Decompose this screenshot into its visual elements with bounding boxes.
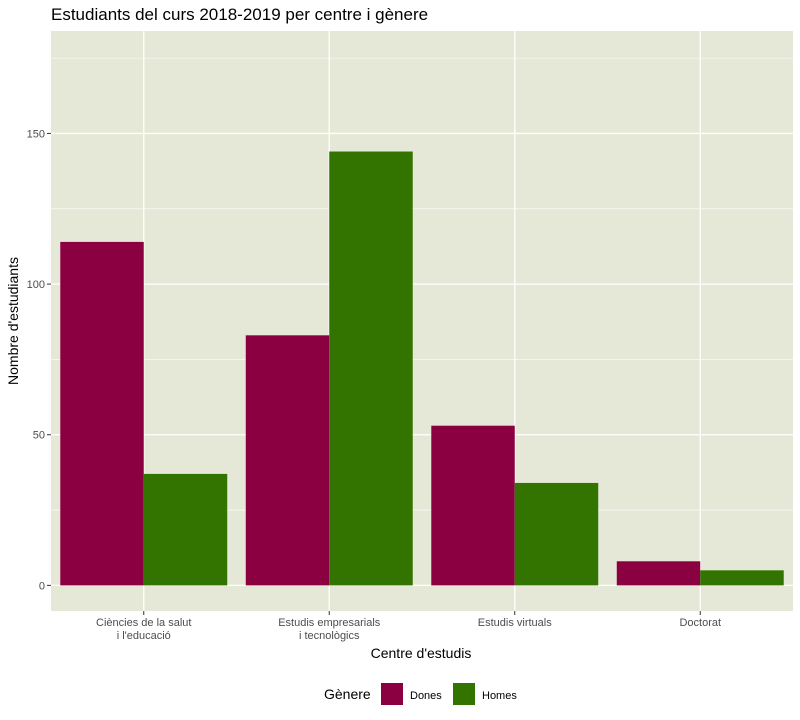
bar-dones-3 xyxy=(431,425,515,586)
x-tick-label: Estudis virtuals xyxy=(478,617,552,629)
legend: Gènere Dones Homes xyxy=(324,683,517,705)
x-tick-label: Ciències de la salut i l'educació xyxy=(96,617,191,642)
x-axis: Ciències de la salut i l'educació Estudis … xyxy=(96,611,721,642)
bar-homes-2 xyxy=(329,151,413,586)
x-tick-label: Estudis empresarials i tecnològics xyxy=(278,617,381,642)
bar-homes-1 xyxy=(143,473,228,586)
y-tick-label: 100 xyxy=(27,279,45,291)
y-axis: 0 50 100 150 xyxy=(27,128,51,592)
bar-homes-3 xyxy=(514,482,599,586)
bar-dones-2 xyxy=(245,335,330,586)
x-tick-label: Doctorat xyxy=(679,617,721,629)
chart-title: Estudiants del curs 2018-2019 per centre… xyxy=(51,5,428,24)
y-axis-title: Nombre d'estudiants xyxy=(5,257,21,385)
bars xyxy=(60,151,784,586)
legend-key-dones xyxy=(381,683,403,705)
legend-label-dones: Dones xyxy=(410,690,442,702)
legend-title: Gènere xyxy=(324,686,371,702)
legend-label-homes: Homes xyxy=(482,690,517,702)
x-axis-title: Centre d'estudis xyxy=(371,645,472,661)
bar-dones-1 xyxy=(60,241,144,586)
bar-dones-4 xyxy=(616,561,701,586)
y-tick-label: 150 xyxy=(27,128,45,140)
legend-key-homes xyxy=(453,683,475,705)
y-tick-label: 0 xyxy=(39,580,45,592)
y-tick-label: 50 xyxy=(33,430,45,442)
bar-homes-4 xyxy=(700,570,784,586)
